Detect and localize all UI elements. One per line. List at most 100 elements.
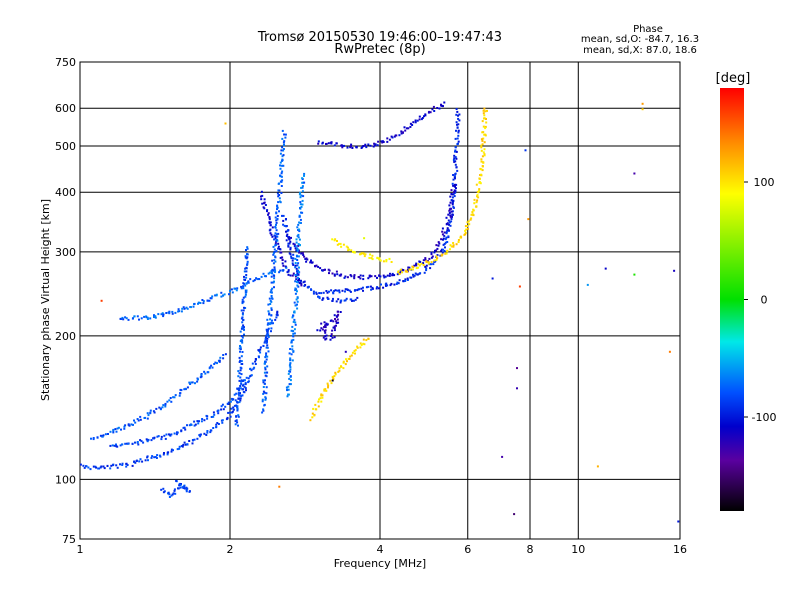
echo-point (123, 425, 126, 428)
echo-point (338, 369, 341, 372)
echo-point (234, 420, 237, 423)
echo-point (245, 266, 248, 269)
echo-point (273, 266, 276, 269)
echo-point (447, 219, 450, 222)
echo-point (409, 125, 412, 128)
echo-point (336, 240, 338, 242)
echo-point (184, 443, 187, 446)
echo-point (422, 262, 425, 265)
echo-point (217, 423, 220, 425)
echo-point (516, 387, 518, 390)
echo-point (268, 271, 271, 274)
echo-point (179, 392, 182, 395)
echo-point (172, 396, 175, 399)
echo-point (446, 241, 449, 243)
echo-point (282, 149, 285, 152)
echo-point (297, 279, 299, 282)
echo-point (188, 381, 191, 384)
echo-point (291, 325, 294, 328)
echo-point (641, 102, 644, 105)
echo-point (263, 198, 266, 201)
echo-point (221, 421, 224, 424)
echo-point (271, 268, 274, 271)
echo-point (296, 307, 299, 310)
echo-point (467, 227, 469, 230)
echo-point (280, 172, 283, 175)
echo-point (340, 299, 343, 302)
echo-point (146, 412, 149, 415)
echo-point (373, 144, 376, 147)
echo-point (203, 370, 206, 373)
echo-point (393, 135, 396, 138)
echo-point (278, 485, 281, 488)
echo-point (235, 404, 238, 407)
echo-point (274, 255, 277, 258)
echo-point (334, 373, 337, 376)
echo-point (168, 433, 170, 436)
echo-point (236, 405, 239, 408)
echo-point (429, 111, 432, 114)
stats-o: mean, sd,O: -84.7, 16.3 (581, 34, 699, 45)
echo-point (290, 236, 292, 239)
echo-point (227, 401, 230, 404)
echo-point (213, 363, 216, 365)
echo-point (244, 284, 247, 287)
echo-point (240, 317, 243, 320)
echo-point (353, 274, 356, 277)
echo-point (232, 398, 235, 401)
echo-point (218, 359, 221, 362)
echo-point (482, 161, 485, 164)
echo-point (273, 274, 276, 277)
echo-point (238, 347, 241, 350)
echo-point (276, 192, 279, 195)
echo-point (448, 212, 451, 214)
echo-point (414, 119, 417, 122)
echo-point (180, 389, 183, 392)
echo-point (130, 423, 133, 426)
echo-point (321, 328, 324, 331)
echo-point (287, 244, 290, 247)
echo-point (374, 143, 377, 146)
echo-point (444, 238, 447, 241)
echo-point (362, 274, 365, 277)
echo-point (362, 145, 365, 147)
echo-point (426, 260, 429, 263)
echo-point (404, 129, 407, 132)
echo-point (162, 487, 165, 490)
echo-point (290, 353, 293, 356)
echo-point (249, 367, 252, 370)
echo-point (320, 322, 323, 325)
echo-point (472, 209, 475, 212)
y-tick-label: 600 (55, 102, 76, 115)
echo-point (448, 204, 451, 207)
echo-point (379, 259, 382, 262)
echo-point (430, 253, 433, 256)
echo-point (267, 322, 270, 325)
echo-point (270, 281, 273, 284)
echo-point (226, 416, 229, 419)
echo-point (306, 258, 309, 261)
echo-point (245, 270, 248, 273)
echo-point (296, 235, 299, 238)
echo-point (475, 205, 478, 208)
echo-point (407, 127, 410, 130)
echo-point (475, 183, 478, 186)
echo-point (199, 435, 202, 438)
echo-point (294, 289, 297, 292)
echo-point (335, 142, 338, 145)
echo-point (302, 195, 305, 198)
echo-point (436, 257, 439, 260)
echo-point (359, 277, 362, 280)
echo-point (280, 192, 283, 194)
echo-point (282, 219, 285, 222)
echo-point (422, 259, 425, 262)
echo-point (146, 455, 149, 458)
echo-point (220, 295, 223, 298)
echo-point (441, 227, 444, 230)
echo-point (341, 146, 344, 149)
echo-point (142, 441, 145, 444)
echo-point (435, 244, 438, 247)
echo-point (342, 243, 345, 246)
echo-point (446, 229, 449, 232)
echo-point (157, 313, 160, 316)
